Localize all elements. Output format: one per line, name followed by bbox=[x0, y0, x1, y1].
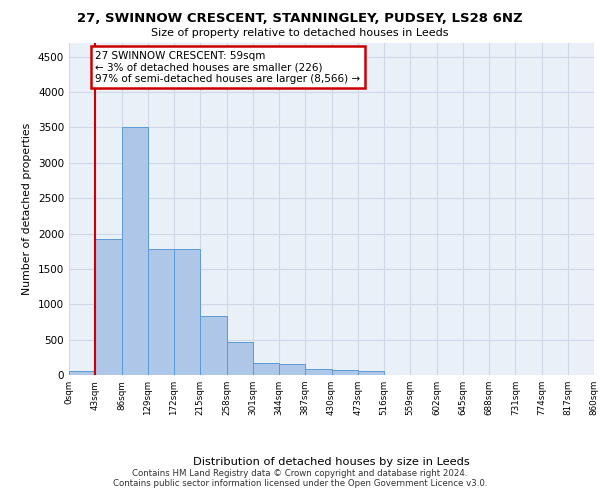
Text: 27 SWINNOW CRESCENT: 59sqm
← 3% of detached houses are smaller (226)
97% of semi: 27 SWINNOW CRESCENT: 59sqm ← 3% of detac… bbox=[95, 50, 361, 84]
Bar bbox=[69, 372, 95, 375]
Bar bbox=[331, 370, 358, 375]
Text: 27, SWINNOW CRESCENT, STANNINGLEY, PUDSEY, LS28 6NZ: 27, SWINNOW CRESCENT, STANNINGLEY, PUDSE… bbox=[77, 12, 523, 26]
Bar bbox=[358, 371, 384, 375]
Bar bbox=[227, 342, 253, 375]
Text: Size of property relative to detached houses in Leeds: Size of property relative to detached ho… bbox=[151, 28, 449, 38]
Bar bbox=[121, 128, 148, 375]
Bar bbox=[174, 249, 200, 375]
X-axis label: Distribution of detached houses by size in Leeds: Distribution of detached houses by size … bbox=[193, 457, 470, 467]
Bar bbox=[279, 364, 305, 375]
Bar bbox=[305, 368, 331, 375]
Y-axis label: Number of detached properties: Number of detached properties bbox=[22, 122, 32, 295]
Bar bbox=[148, 249, 174, 375]
Bar bbox=[95, 239, 121, 375]
Bar bbox=[200, 316, 227, 375]
Bar bbox=[253, 364, 279, 375]
Text: Contains HM Land Registry data © Crown copyright and database right 2024.: Contains HM Land Registry data © Crown c… bbox=[132, 468, 468, 477]
Text: Contains public sector information licensed under the Open Government Licence v3: Contains public sector information licen… bbox=[113, 478, 487, 488]
